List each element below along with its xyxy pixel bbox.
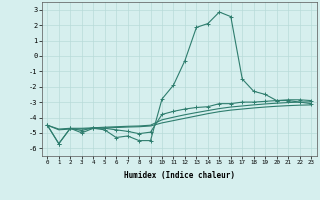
X-axis label: Humidex (Indice chaleur): Humidex (Indice chaleur): [124, 171, 235, 180]
